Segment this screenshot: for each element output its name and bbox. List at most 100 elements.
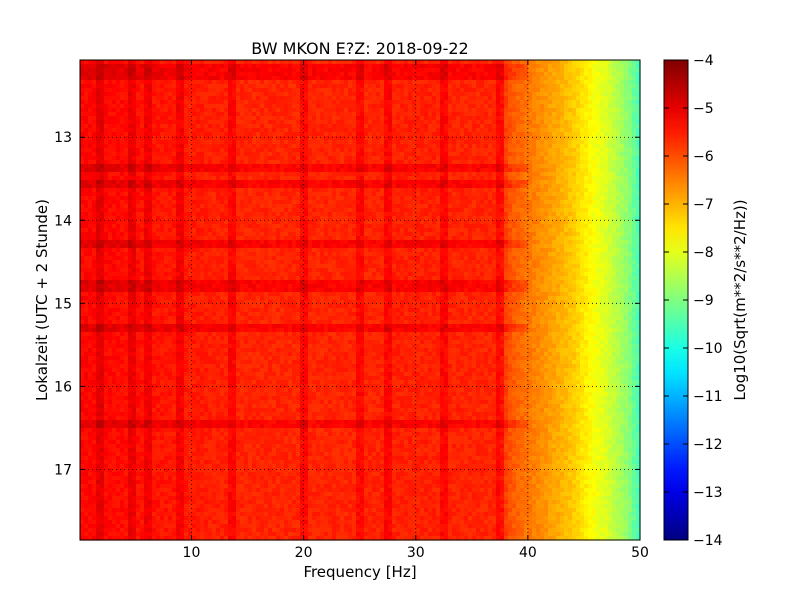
heatmap-cell xyxy=(128,104,133,109)
heatmap-cell xyxy=(112,112,117,117)
heatmap-cell xyxy=(132,88,137,93)
heatmap-cell xyxy=(576,188,581,193)
heatmap-cell xyxy=(428,88,433,93)
heatmap-cell xyxy=(84,60,89,65)
heatmap-cell xyxy=(108,112,113,117)
heatmap-cell xyxy=(148,144,153,149)
heatmap-cell xyxy=(484,100,489,105)
heatmap-cell xyxy=(292,72,297,77)
heatmap-cell xyxy=(400,60,405,65)
heatmap-cell xyxy=(144,68,149,73)
heatmap-cell xyxy=(488,60,493,65)
heatmap-cell xyxy=(352,108,357,113)
heatmap-cell xyxy=(536,112,541,117)
heatmap-cell xyxy=(192,76,197,81)
heatmap-cell xyxy=(368,132,373,137)
heatmap-cell xyxy=(588,188,593,193)
heatmap-cell xyxy=(184,184,189,189)
heatmap-cell xyxy=(588,136,593,141)
heatmap-cell xyxy=(208,108,213,113)
heatmap-cell xyxy=(428,136,433,141)
heatmap-cell xyxy=(168,196,173,201)
heatmap-cell xyxy=(192,156,197,161)
heatmap-cell xyxy=(132,112,137,117)
heatmap-cell xyxy=(352,68,357,73)
heatmap-cell xyxy=(152,144,157,149)
heatmap-cell xyxy=(608,92,613,97)
heatmap-cell xyxy=(308,188,313,193)
heatmap-cell xyxy=(108,128,113,133)
heatmap-cell xyxy=(316,76,321,81)
heatmap-cell xyxy=(292,96,297,101)
heatmap-cell xyxy=(344,132,349,137)
heatmap-cell xyxy=(360,152,365,157)
heatmap-cell xyxy=(608,140,613,145)
heatmap-cell xyxy=(628,196,633,201)
heatmap-cell xyxy=(100,64,105,69)
heatmap-cell xyxy=(504,96,509,101)
heatmap-cell xyxy=(456,92,461,97)
heatmap-cell xyxy=(264,160,269,165)
heatmap-cell xyxy=(208,160,213,165)
heatmap-cell xyxy=(308,172,313,177)
heatmap-cell xyxy=(256,132,261,137)
heatmap-cell xyxy=(444,76,449,81)
heatmap-cell xyxy=(304,164,309,169)
heatmap-cell xyxy=(324,100,329,105)
heatmap-cell xyxy=(384,200,389,205)
heatmap-cell xyxy=(308,176,313,181)
heatmap-cell xyxy=(360,132,365,137)
heatmap-cell xyxy=(316,120,321,125)
heatmap-cell xyxy=(472,160,477,165)
heatmap-cell xyxy=(236,92,241,97)
heatmap-cell xyxy=(212,152,217,157)
heatmap-cell xyxy=(80,188,85,193)
heatmap-cell xyxy=(184,60,189,65)
heatmap-cell xyxy=(608,136,613,141)
heatmap-cell xyxy=(540,168,545,173)
heatmap-cell xyxy=(424,72,429,77)
heatmap-cell xyxy=(124,192,129,197)
heatmap-cell xyxy=(348,168,353,173)
heatmap-cell xyxy=(236,120,241,125)
heatmap-cell xyxy=(380,120,385,125)
heatmap-cell xyxy=(604,60,609,65)
heatmap-cell xyxy=(452,164,457,169)
heatmap-cell xyxy=(388,80,393,85)
heatmap-cell xyxy=(552,184,557,189)
heatmap-cell xyxy=(516,152,521,157)
heatmap-cell xyxy=(264,72,269,77)
heatmap-cell xyxy=(192,176,197,181)
heatmap-cell xyxy=(396,188,401,193)
heatmap-cell xyxy=(196,88,201,93)
heatmap-cell xyxy=(572,112,577,117)
heatmap-cell xyxy=(168,144,173,149)
heatmap-cell xyxy=(436,120,441,125)
heatmap-cell xyxy=(428,172,433,177)
heatmap-cell xyxy=(564,144,569,149)
heatmap-cell xyxy=(148,80,153,85)
heatmap-cell xyxy=(580,88,585,93)
heatmap-cell xyxy=(436,76,441,81)
heatmap-cell xyxy=(100,168,105,173)
heatmap-cell xyxy=(456,184,461,189)
heatmap-cell xyxy=(628,180,633,185)
heatmap-cell xyxy=(92,140,97,145)
heatmap-cell xyxy=(180,148,185,153)
heatmap-cell xyxy=(500,188,505,193)
heatmap-cell xyxy=(148,132,153,137)
heatmap-cell xyxy=(120,180,125,185)
heatmap-cell xyxy=(164,60,169,65)
heatmap-cell xyxy=(556,132,561,137)
heatmap-cell xyxy=(272,132,277,137)
heatmap-cell xyxy=(184,116,189,121)
heatmap-cell xyxy=(308,112,313,117)
heatmap-cell xyxy=(516,60,521,65)
heatmap-cell xyxy=(128,144,133,149)
heatmap-cell xyxy=(124,96,129,101)
heatmap-cell xyxy=(628,132,633,137)
heatmap-cell xyxy=(416,112,421,117)
heatmap-cell xyxy=(608,112,613,117)
heatmap-cell xyxy=(108,88,113,93)
heatmap-cell xyxy=(340,196,345,201)
